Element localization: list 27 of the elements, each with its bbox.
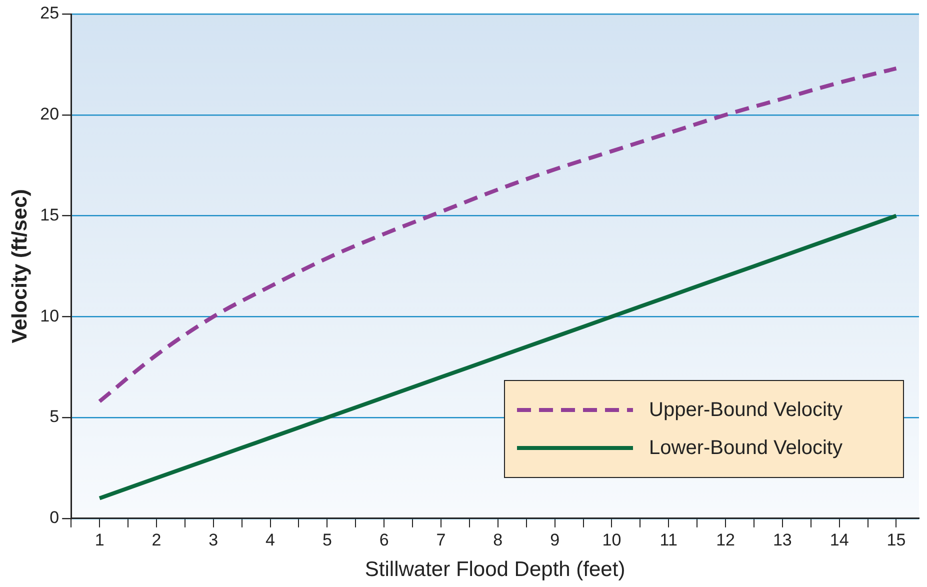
x-tick-label: 6 — [379, 530, 389, 550]
x-tick-label: 11 — [660, 530, 678, 550]
y-axis-title: Velocity (ft/sec) — [8, 189, 32, 344]
x-tick-label: 1 — [94, 530, 104, 550]
x-tick-label: 13 — [772, 530, 792, 550]
x-tick-label: 12 — [716, 530, 735, 550]
x-tick-label: 3 — [208, 530, 218, 550]
x-tick-label: 15 — [886, 530, 906, 550]
y-tick-label: 15 — [40, 205, 60, 224]
x-tick-label: 9 — [550, 530, 560, 550]
x-axis-title: Stillwater Flood Depth (feet) — [364, 558, 626, 582]
line-series — [98, 66, 898, 404]
x-tick-label: 8 — [493, 530, 503, 550]
legend-label: Upper-Bound Velocity — [649, 398, 842, 422]
x-tick-label: 14 — [830, 530, 849, 550]
y-tick-label: 5 — [50, 407, 60, 426]
x-tick-label: 2 — [152, 530, 162, 550]
legend-label: Lower-Bound Velocity — [649, 436, 842, 460]
x-tick-label: 7 — [436, 530, 446, 550]
y-tick-label: 25 — [40, 4, 60, 23]
y-tick-label: 20 — [40, 104, 60, 124]
x-tick-label: 4 — [266, 530, 276, 550]
x-tick-label: 10 — [602, 530, 622, 550]
line-series — [98, 214, 898, 500]
y-tick-label: 0 — [50, 508, 60, 528]
x-tick-label: 5 — [322, 530, 332, 550]
y-tick-label: 10 — [40, 306, 60, 326]
